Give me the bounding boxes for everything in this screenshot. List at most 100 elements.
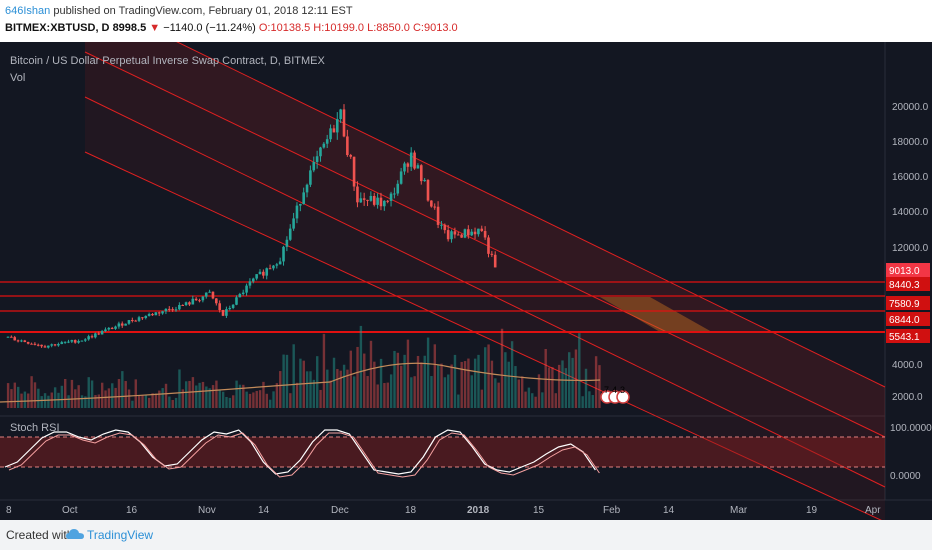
volume-bar <box>134 379 137 408</box>
candle-body <box>319 147 322 157</box>
price-axis-tick: 2000.0 <box>892 392 923 403</box>
price-tag-bg <box>886 312 930 326</box>
stoch-k-line <box>4 429 596 475</box>
candle-body <box>10 336 13 338</box>
volume-bar <box>262 381 265 408</box>
volume-bar <box>228 397 232 408</box>
price-axis-tick: 12000.0 <box>892 243 929 254</box>
volume-bar <box>198 382 201 408</box>
candle-body <box>151 314 154 316</box>
candle-body <box>493 254 497 268</box>
price-tag-bg <box>886 277 930 291</box>
volume-bar <box>131 400 134 408</box>
volume-bar <box>541 392 544 408</box>
tradingview-link[interactable]: TradingView <box>87 528 154 542</box>
volume-bar <box>225 396 228 408</box>
candle-body <box>413 152 416 169</box>
candle-body <box>312 161 316 171</box>
volume-bar <box>174 397 178 408</box>
candle-body <box>228 307 232 310</box>
volume-bar <box>594 356 598 408</box>
price-tag-bg <box>886 263 930 277</box>
volume-bar <box>510 341 514 408</box>
price-change: −1140.0 (−11.24%) <box>163 22 256 34</box>
candle-body <box>171 309 174 311</box>
volume-bar <box>319 389 322 408</box>
chart-canvas[interactable]: 20000.018000.016000.014000.012000.010000… <box>0 42 932 520</box>
volume-bar <box>363 353 366 408</box>
volume-bar <box>547 367 551 408</box>
candle-body <box>403 163 406 172</box>
volume-bar <box>564 368 568 408</box>
candle-body <box>423 179 426 182</box>
time-axis-tick: 14 <box>663 505 675 516</box>
candle-body <box>97 333 101 335</box>
candle-body <box>342 109 346 137</box>
candle-body <box>460 234 463 238</box>
candle-body <box>157 312 161 314</box>
ohlc-values: O:10138.5 H:10199.0 L:8850.0 C:9013.0 <box>258 22 458 34</box>
price-axis-tick: 4000.0 <box>892 360 923 371</box>
volume-bar <box>37 388 40 408</box>
price-tag-bg <box>886 329 930 343</box>
candle-body <box>248 281 252 286</box>
candle-body <box>83 339 87 341</box>
volume-bar <box>591 395 594 408</box>
stoch-rsi-label: Stoch RSI <box>10 422 60 434</box>
candle-body <box>325 139 329 144</box>
price-axis-tick: 20000.0 <box>892 102 929 113</box>
candle-body <box>174 309 178 311</box>
candle-body <box>43 346 47 348</box>
candle-body <box>251 278 255 282</box>
candle-body <box>480 228 484 231</box>
volume-bar <box>524 391 527 408</box>
volume-bar <box>141 395 144 408</box>
candle-body <box>211 291 215 299</box>
candle-body <box>409 152 413 167</box>
price-axis-tick: 18000.0 <box>892 137 929 148</box>
candle-body <box>389 193 393 201</box>
tradingview-cloud-icon <box>66 528 84 543</box>
author-link[interactable]: 646Ishan <box>5 5 51 17</box>
volume-bar <box>114 387 117 408</box>
candle-body <box>362 198 366 200</box>
volume-bar <box>16 386 20 408</box>
candle-body <box>322 143 326 148</box>
candle-body <box>23 340 27 343</box>
volume-bar <box>420 362 423 408</box>
volume-bar <box>195 385 198 408</box>
volume-bar <box>356 346 359 408</box>
candle-body <box>490 253 494 255</box>
volume-bar <box>57 392 60 408</box>
volume-bar <box>84 396 87 408</box>
volume-bar <box>218 390 221 408</box>
last-price: 8998.5 <box>112 22 147 34</box>
candle-body <box>218 303 221 310</box>
volume-bar <box>67 395 70 408</box>
candle-body <box>94 333 97 338</box>
volume-bar <box>205 386 208 408</box>
volume-bar <box>366 376 369 408</box>
volume-bar <box>255 390 258 408</box>
volume-bar <box>598 365 601 408</box>
candle-body <box>430 200 433 207</box>
candle-body <box>440 224 443 226</box>
volume-bar <box>53 387 57 408</box>
chart-title: Bitcoin / US Dollar Perpetual Inverse Sw… <box>10 55 325 67</box>
volume-bar <box>94 394 97 408</box>
volume-bar <box>386 382 389 408</box>
volume-bar <box>332 357 336 408</box>
chart-area[interactable]: 20000.018000.016000.014000.012000.010000… <box>0 42 932 520</box>
volume-bar <box>379 358 383 408</box>
volume-bar <box>117 379 121 408</box>
volume-bar <box>413 376 416 408</box>
volume-bar <box>460 361 463 408</box>
candle-body <box>406 163 410 167</box>
published-text: published on TradingView.com, February 0… <box>53 5 353 17</box>
volume-bar <box>443 377 447 408</box>
volume-bar <box>137 395 141 408</box>
channel-line <box>84 51 886 438</box>
candle-body <box>299 203 302 206</box>
candle-body <box>164 308 168 312</box>
volume-bar <box>104 390 107 408</box>
